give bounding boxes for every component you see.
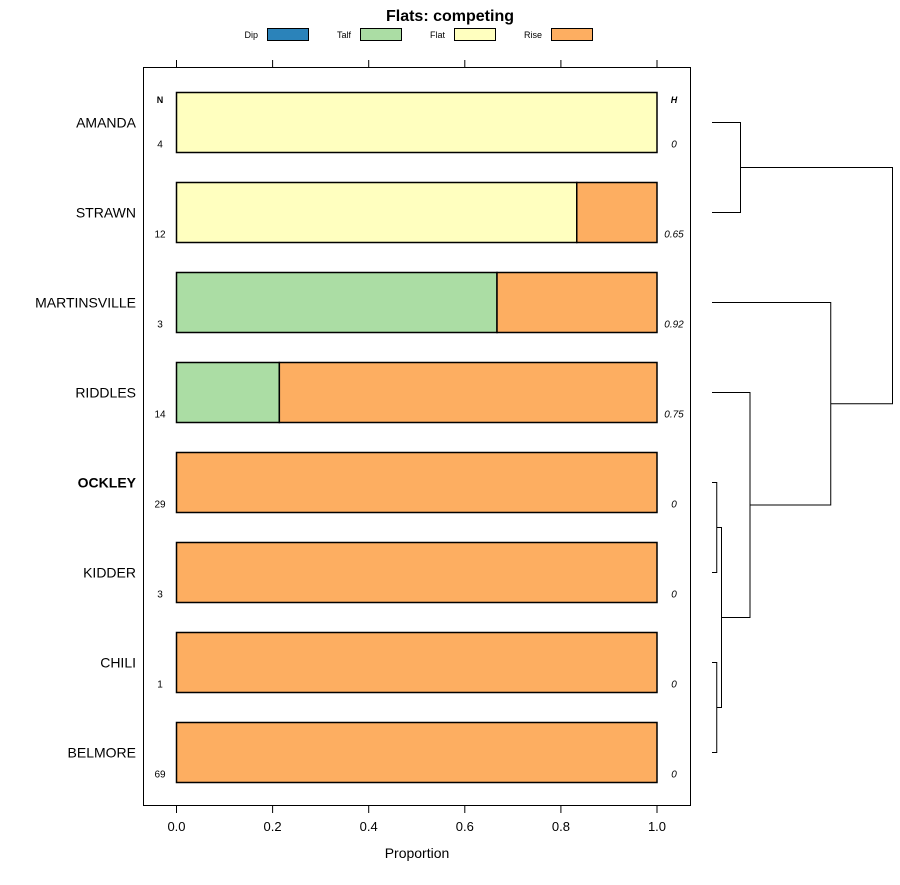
bar-strawn-flat	[175, 181, 578, 244]
legend-label-dip: Dip	[244, 30, 258, 40]
tick-label-2: 0.4	[360, 819, 378, 834]
bar-riddles-rise	[278, 361, 658, 424]
dendrogram-branch-2	[712, 662, 718, 753]
tick-label-5: 1.0	[648, 819, 666, 834]
legend-label-talf: Talf	[337, 30, 352, 40]
row-label-chili: CHILI	[100, 655, 136, 671]
x-axis-label: Proportion	[385, 845, 450, 861]
x-axis: 0.0 0.2 0.4 0.6 0.8 1.0	[167, 60, 666, 834]
bar-ockley-rise	[175, 451, 658, 514]
bar-amanda-flat	[175, 91, 658, 154]
dendrogram-branch-5	[712, 302, 832, 506]
h-value-belmore: 0	[671, 770, 677, 781]
bar-martinsville-rise	[496, 271, 658, 334]
tick-label-4: 0.8	[552, 819, 570, 834]
n-value-martinsville: 3	[157, 320, 163, 331]
plot-frame	[143, 67, 691, 806]
h-value-strawn: 0.65	[664, 230, 684, 241]
legend-label-flat: Flat	[430, 30, 446, 40]
h-value-martinsville: 0.92	[664, 320, 684, 331]
rows: AMANDA 4 0 STRAWN 12 0.65 MARTINSVILLE 3 0.92 RID…	[35, 91, 684, 784]
n-value-kidder: 3	[157, 590, 163, 601]
n-value-riddles: 14	[154, 410, 166, 421]
legend-swatch-talf	[360, 28, 402, 41]
tick-label-0: 0.0	[167, 819, 185, 834]
n-value-ockley: 29	[154, 500, 166, 511]
dendrogram-branch-1	[712, 482, 718, 573]
bar-chili-rise	[175, 631, 658, 694]
n-value-belmore: 69	[154, 770, 166, 781]
n-header: N	[157, 95, 164, 105]
tick-label-1: 0.2	[264, 819, 282, 834]
n-value-amanda: 4	[157, 140, 163, 151]
n-value-chili: 1	[157, 680, 163, 691]
row-label-ockley: OCKLEY	[78, 475, 137, 491]
dendrogram-branch-0	[712, 122, 741, 213]
row-label-belmore: BELMORE	[68, 745, 136, 761]
dendrogram-branch-3	[716, 527, 722, 708]
legend-swatch-dip	[267, 28, 309, 41]
h-value-riddles: 0.75	[664, 410, 684, 421]
bar-strawn-rise	[576, 181, 658, 244]
h-value-amanda: 0	[671, 140, 677, 151]
tick-label-3: 0.6	[456, 819, 474, 834]
bar-riddles-talf	[175, 361, 281, 424]
dendrogram-branch-6	[740, 167, 893, 405]
h-value-chili: 0	[671, 680, 677, 691]
legend: Dip Talf Flat Rise	[244, 28, 593, 41]
h-header: H	[671, 95, 678, 105]
dendrogram	[712, 122, 893, 753]
legend-swatch-flat	[454, 28, 496, 41]
legend-label-rise: Rise	[524, 30, 542, 40]
row-label-strawn: STRAWN	[76, 205, 136, 221]
row-label-riddles: RIDDLES	[75, 385, 136, 401]
legend-swatch-rise	[551, 28, 593, 41]
row-label-kidder: KIDDER	[83, 565, 136, 581]
bar-belmore-rise	[175, 721, 658, 784]
bar-martinsville-talf	[175, 271, 498, 334]
chart-title: Flats: competing	[386, 8, 514, 25]
dendrogram-branch-4	[712, 392, 751, 618]
row-label-amanda: AMANDA	[76, 115, 137, 131]
h-value-kidder: 0	[671, 590, 677, 601]
n-value-strawn: 12	[154, 230, 166, 241]
h-value-ockley: 0	[671, 500, 677, 511]
row-label-martinsville: MARTINSVILLE	[35, 295, 136, 311]
bar-kidder-rise	[175, 541, 658, 604]
